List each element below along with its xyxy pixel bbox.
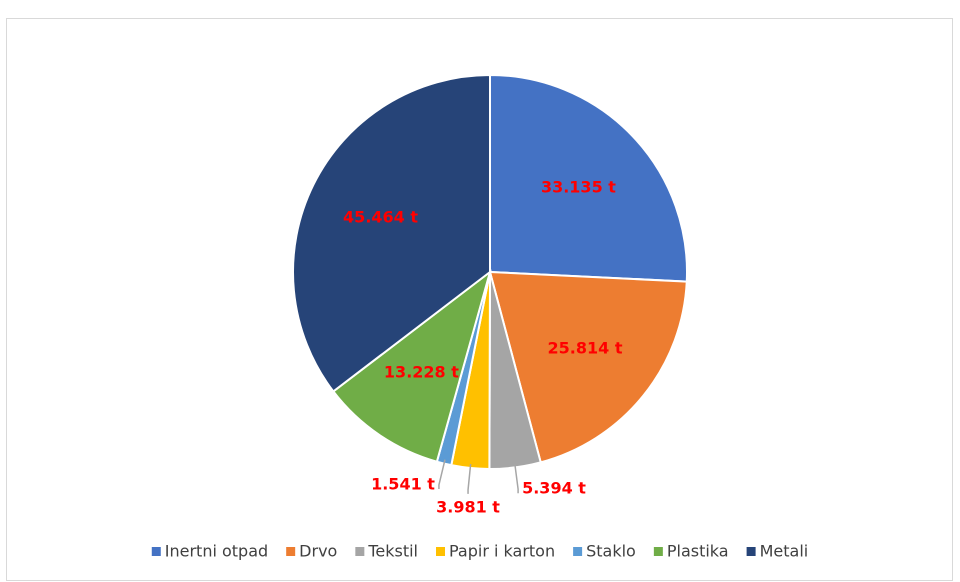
data-label: 1.541 t (371, 474, 435, 493)
legend-swatch (746, 547, 756, 556)
legend-swatch (355, 547, 365, 556)
data-label: 33.135 t (541, 177, 616, 196)
data-label: 3.981 t (436, 497, 500, 516)
legend-label: Plastika (667, 542, 729, 561)
legend-label: Inertni otpad (165, 542, 268, 561)
leader-line (467, 464, 472, 494)
data-label: 45.464 t (343, 207, 418, 226)
pie-slice (488, 270, 688, 464)
legend-label: Drvo (299, 542, 337, 561)
data-label: 5.394 t (522, 479, 586, 498)
data-label: 25.814 t (548, 338, 623, 357)
legend-label: Papir i karton (449, 542, 555, 561)
pie-slice (489, 73, 688, 283)
legend-swatch (573, 547, 583, 556)
legend-label: Staklo (586, 542, 636, 561)
data-label: 13.228 t (384, 363, 459, 382)
pie-slice (292, 73, 491, 393)
leader-line (514, 463, 519, 494)
legend-label: Tekstil (367, 542, 418, 561)
legend-swatch (653, 547, 663, 556)
pie-slice (331, 269, 492, 463)
legend-swatch (436, 547, 446, 556)
legend-swatch (151, 547, 161, 556)
legend-swatch (286, 547, 296, 556)
leader-line (438, 459, 446, 489)
legend-label: Metali (760, 542, 809, 561)
